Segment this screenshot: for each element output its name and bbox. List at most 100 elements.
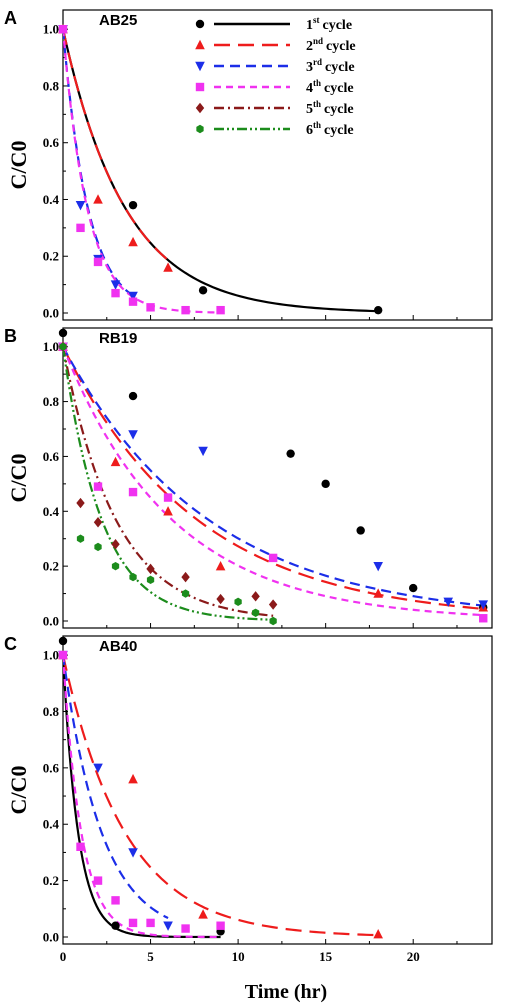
y-axis-title: C/C0 [6, 766, 31, 815]
data-point-cycle-5 [268, 599, 278, 610]
data-point-cycle-1 [128, 391, 138, 401]
legend-label: 6th cycle [306, 120, 354, 138]
data-point-cycle-5 [146, 563, 155, 575]
x-tick-label: 0 [60, 949, 67, 964]
plot-frame [62, 9, 493, 321]
data-point-cycle-1 [373, 305, 383, 315]
data-point-cycle-4 [268, 553, 278, 563]
data-point-cycle-3 [443, 597, 454, 607]
data-point-cycle-3 [128, 291, 138, 302]
fit-curve-cycle-5 [63, 346, 274, 617]
data-point-cycle-1 [58, 328, 68, 338]
y-tick-label: 0.6 [43, 449, 60, 464]
data-point-cycle-4 [181, 924, 190, 933]
y-tick-label: 0.4 [43, 817, 60, 832]
y-tick-label: 0.8 [43, 394, 60, 409]
data-point-cycle-4 [76, 842, 85, 851]
y-axis-title: C/C0 [6, 454, 31, 503]
plot-frame [62, 327, 493, 629]
data-point-cycle-4 [93, 482, 103, 491]
data-point-cycle-6 [94, 542, 102, 552]
data-point-cycle-4 [111, 288, 120, 298]
data-point-cycle-2 [163, 506, 173, 516]
data-point-cycle-4 [146, 918, 155, 928]
legend-ordinal: 3 [306, 60, 313, 75]
data-point-cycle-5 [76, 497, 85, 509]
data-point-cycle-2 [128, 773, 138, 784]
data-point-cycle-1 [321, 479, 330, 489]
legend-suffix: th [313, 120, 321, 130]
y-tick-label: 0.2 [43, 873, 59, 888]
data-point-cycle-1 [58, 636, 68, 646]
fit-curve-cycle-4 [63, 29, 221, 314]
legend-label: 5th cycle [306, 99, 354, 117]
legend-label: 2nd cycle [306, 36, 356, 54]
panel-letter: B [4, 326, 17, 346]
data-markers [58, 328, 489, 626]
data-point-cycle-5 [251, 591, 260, 602]
legend-marker [196, 124, 204, 134]
data-point-cycle-4 [76, 223, 85, 233]
legend-word: cycle [323, 18, 353, 33]
data-point-cycle-5 [181, 571, 190, 583]
legend-ordinal: 5 [306, 102, 313, 117]
y-tick-label: 0.0 [43, 614, 59, 629]
fit-curve-cycle-3 [63, 654, 169, 920]
legend-suffix: th [313, 78, 321, 88]
data-point-cycle-6 [181, 589, 190, 598]
data-point-cycle-4 [128, 487, 138, 497]
x-tick-label: 20 [407, 949, 420, 964]
panel-letter: A [4, 8, 17, 28]
x-tick-label: 5 [147, 949, 154, 964]
fit-curves [63, 654, 379, 939]
y-tick-label: 0.6 [43, 760, 60, 775]
fit-curve-cycle-2 [63, 346, 484, 610]
data-point-cycle-3 [110, 280, 121, 290]
y-tick-label: 0.2 [43, 559, 59, 574]
y-tick-label: 0.0 [43, 306, 59, 321]
data-point-cycle-1 [198, 286, 208, 295]
data-point-cycle-2 [215, 560, 226, 571]
data-point-cycle-2 [110, 456, 121, 467]
data-point-cycle-2 [128, 236, 138, 247]
legend-marker [195, 102, 205, 114]
data-point-cycle-6 [76, 534, 85, 543]
x-axis-title: Time (hr) [245, 981, 327, 1003]
data-point-cycle-3 [478, 600, 489, 610]
data-point-cycle-3 [373, 561, 383, 572]
data-point-cycle-4 [128, 918, 138, 928]
data-point-cycle-4 [479, 614, 488, 623]
fit-curve-cycle-6 [63, 346, 274, 621]
data-point-cycle-1 [286, 449, 295, 458]
data-point-cycle-3 [128, 430, 138, 440]
panel-b: 0.0 0.2 0.4 0.6 0.8 1.0 C/C0 B RB19 [4, 326, 493, 629]
legend-marker [195, 82, 205, 92]
legend-ordinal: 1 [306, 18, 313, 33]
data-point-cycle-3 [128, 848, 138, 858]
legend-word: cycle [324, 81, 354, 96]
data-point-cycle-1 [128, 200, 138, 210]
dye-label: RB19 [99, 330, 137, 347]
dye-label: AB25 [99, 12, 137, 29]
legend-label: 4th cycle [306, 78, 354, 96]
y-tick-label: 0.8 [43, 704, 60, 719]
legend-suffix: th [313, 99, 321, 109]
legend-word: cycle [325, 60, 355, 75]
dye-label: AB40 [99, 638, 137, 655]
legend-ordinal: 2 [306, 39, 313, 54]
legend-word: cycle [326, 39, 356, 54]
y-tick-label: 0.4 [43, 504, 60, 519]
y-tick-label: 0.4 [43, 192, 60, 207]
x-tick-label: 15 [319, 949, 333, 964]
legend-ordinal: 6 [306, 123, 313, 138]
data-point-cycle-4 [93, 257, 103, 267]
fit-curve-cycle-3 [63, 346, 484, 607]
y-tick-label: 0.0 [43, 930, 59, 945]
data-point-cycle-2 [373, 588, 383, 598]
y-tick-label: 1.0 [43, 648, 59, 663]
fit-curve-cycle-4 [63, 655, 221, 939]
